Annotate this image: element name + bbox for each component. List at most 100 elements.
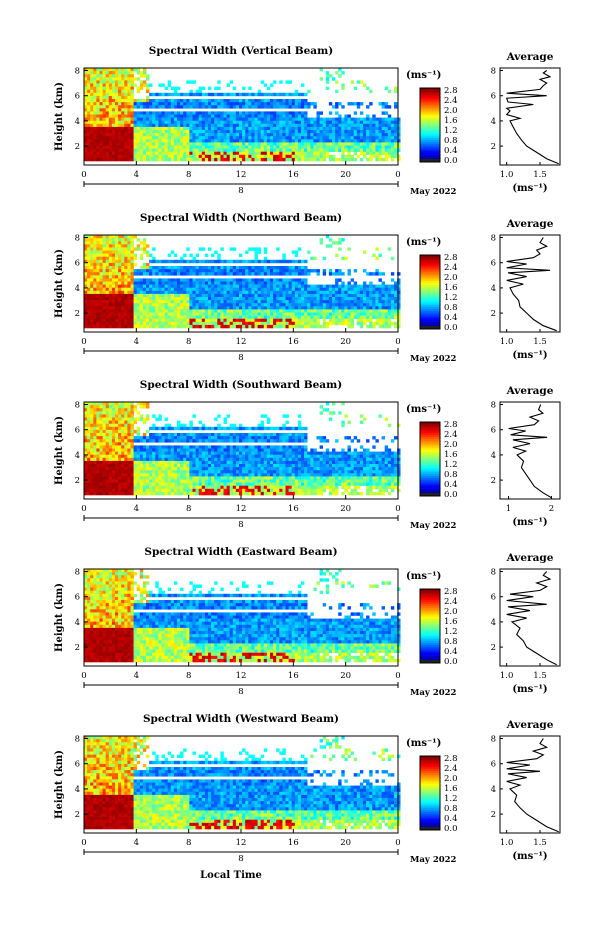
heatmap-cell	[378, 309, 382, 313]
heatmap-cell	[257, 269, 261, 273]
heatmap-cell	[332, 318, 336, 323]
heatmap-cell	[124, 278, 128, 282]
heatmap-cell	[139, 83, 144, 87]
heatmap-cell	[192, 318, 196, 323]
heatmap-cell	[93, 95, 97, 100]
heatmap-cell	[189, 99, 193, 103]
colorbar-segment	[420, 104, 440, 107]
heatmap-cell	[211, 120, 215, 125]
heatmap-cell	[167, 284, 172, 288]
heatmap-cell	[139, 136, 144, 140]
heatmap-cell	[232, 303, 237, 307]
heatmap-cell	[273, 157, 277, 162]
heatmap-cell	[214, 284, 218, 288]
average-y-tick-label: 2	[491, 309, 496, 319]
heatmap-cell	[189, 318, 193, 323]
heatmap-cell	[328, 312, 333, 316]
heatmap-cell	[155, 284, 159, 288]
heatmap-cell	[257, 120, 261, 125]
heatmap-cell	[84, 275, 88, 279]
heatmap-cell	[158, 123, 162, 128]
heatmap-cell	[167, 259, 172, 264]
heatmap-cell	[359, 321, 364, 326]
heatmap-cell	[87, 244, 91, 248]
heatmap-cell	[93, 89, 97, 94]
heatmap-cell	[136, 284, 141, 288]
heatmap-cell	[325, 297, 330, 301]
average-title: Average	[506, 51, 554, 63]
heatmap-cell	[93, 420, 97, 424]
heatmap-cell	[87, 439, 91, 443]
heatmap-cell	[304, 139, 308, 143]
heatmap-cell	[223, 281, 227, 285]
heatmap-cell	[118, 117, 122, 121]
heatmap-cell	[390, 142, 395, 146]
heatmap-cell	[96, 485, 100, 490]
heatmap-cell	[285, 80, 289, 84]
heatmap-cell	[366, 303, 370, 307]
heatmap-cell	[282, 284, 286, 288]
heatmap-cell	[270, 133, 274, 137]
heatmap-cell	[84, 269, 88, 273]
heatmap-cell	[276, 133, 280, 137]
heatmap-cell	[170, 303, 175, 307]
heatmap-cell	[266, 157, 271, 162]
heatmap-cell	[124, 80, 128, 84]
heatmap-cell	[93, 278, 97, 282]
heatmap-cell	[170, 300, 175, 304]
heatmap-cell	[198, 309, 203, 313]
heatmap-cell	[282, 306, 286, 310]
heatmap-cell	[338, 126, 342, 131]
heatmap-cell	[316, 151, 320, 156]
heatmap-cell	[84, 108, 88, 112]
heatmap-cell	[118, 272, 122, 276]
heatmap-cell	[204, 266, 209, 270]
heatmap-cell	[96, 287, 100, 292]
heatmap-cell	[164, 281, 168, 285]
heatmap-cell	[167, 136, 172, 140]
heatmap-cell	[294, 117, 299, 121]
heatmap-cell	[266, 102, 271, 106]
heatmap-cell	[155, 157, 159, 162]
heatmap-cell	[288, 303, 292, 307]
heatmap-cell	[363, 133, 367, 137]
heatmap-cell	[245, 281, 249, 285]
heatmap-cell	[93, 476, 97, 480]
heatmap-cell	[226, 300, 230, 304]
heatmap-cell	[183, 114, 187, 118]
heatmap-cell	[310, 136, 314, 140]
heatmap-cell	[118, 123, 122, 128]
heatmap-cell	[208, 266, 212, 270]
heatmap-cell	[121, 457, 125, 462]
heatmap-cell	[96, 92, 100, 97]
heatmap-cell	[232, 300, 237, 304]
heatmap-cell	[108, 467, 113, 471]
heatmap-cell	[208, 151, 212, 156]
heatmap-cell	[121, 148, 125, 152]
heatmap-cell	[325, 126, 330, 131]
heatmap-cell	[158, 293, 162, 298]
heatmap-cell	[387, 312, 392, 316]
heatmap-cell	[90, 269, 94, 273]
heatmap-cell	[124, 241, 128, 245]
colorbar-segment	[420, 273, 440, 276]
heatmap-cell	[291, 154, 296, 159]
heatmap-cell	[115, 151, 119, 156]
heatmap-cell	[297, 111, 302, 115]
heatmap-cell	[390, 139, 395, 143]
heatmap-cell	[189, 315, 193, 319]
heatmap-cell	[167, 145, 172, 149]
heatmap-cell	[152, 278, 156, 282]
heatmap-cell	[102, 476, 106, 480]
heatmap-cell	[279, 278, 283, 282]
heatmap-cell	[96, 151, 100, 156]
heatmap-cell	[170, 126, 175, 131]
heatmap-cell	[173, 130, 178, 134]
heatmap-cell	[192, 114, 196, 118]
heatmap-cell	[310, 123, 314, 128]
heatmap-cell	[111, 436, 116, 440]
heatmap-cell	[164, 303, 168, 307]
heatmap-cell	[248, 247, 252, 251]
heatmap-cell	[282, 133, 286, 137]
heatmap-cell	[121, 306, 125, 310]
